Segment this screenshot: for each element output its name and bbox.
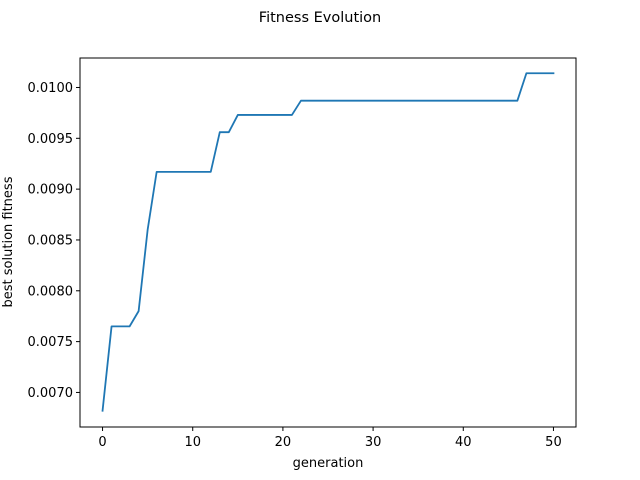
x-tick-label: 50 xyxy=(545,435,562,450)
chart-title: Fitness Evolution xyxy=(259,10,381,26)
y-tick-label: 0.0095 xyxy=(28,132,74,147)
x-tick-label: 20 xyxy=(275,435,292,450)
y-tick-label: 0.0090 xyxy=(28,183,74,198)
x-axis-label: generation xyxy=(293,456,364,471)
y-tick-label: 0.0075 xyxy=(28,335,74,350)
x-tick-label: 40 xyxy=(455,435,472,450)
x-tick-label: 0 xyxy=(98,435,106,450)
x-tick-label: 10 xyxy=(184,435,201,450)
y-tick-label: 0.0100 xyxy=(28,81,74,96)
y-tick-label: 0.0085 xyxy=(28,233,74,248)
plot-area: 0 10 20 30 40 50 0.0070 0.0075 0.0080 0.0085 0.009… xyxy=(28,57,577,450)
axes-frame xyxy=(79,57,577,428)
series-line-0 xyxy=(101,72,555,412)
y-axis-label: best solution fitness xyxy=(1,176,16,307)
y-tick-label: 0.0070 xyxy=(28,386,74,401)
y-tick-label: 0.0080 xyxy=(28,284,74,299)
x-tick-label: 30 xyxy=(365,435,382,450)
